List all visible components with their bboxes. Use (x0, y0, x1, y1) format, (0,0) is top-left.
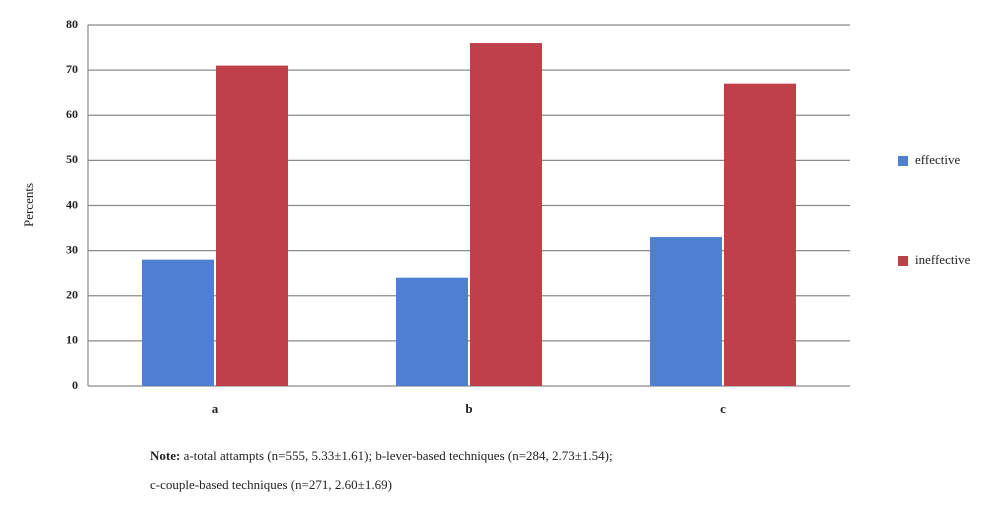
y-tick-label: 70 (66, 62, 78, 76)
y-tick-label: 0 (72, 378, 78, 392)
legend-label: ineffective (915, 252, 971, 267)
legend-swatch (898, 256, 908, 266)
y-tick-label: 10 (66, 333, 78, 347)
y-tick-label: 30 (66, 242, 78, 256)
note-text: a-total attampts (n=555, 5.33±1.61); b-l… (184, 448, 613, 463)
x-tick-label: c (720, 401, 726, 416)
x-tick-label: b (465, 401, 472, 416)
bar (216, 65, 288, 387)
y-tick-label: 80 (66, 17, 78, 31)
note: Note: a-total attampts (n=555, 5.33±1.61… (150, 448, 613, 463)
note: c-couple-based techniques (n=271, 2.60±1… (150, 477, 392, 492)
y-tick-label: 20 (66, 288, 78, 302)
y-tick-label: 60 (66, 107, 78, 121)
bar (396, 277, 468, 386)
bar (724, 83, 796, 386)
bar (470, 43, 542, 387)
y-axis-label: Percents (21, 183, 36, 227)
bar (142, 259, 214, 386)
y-tick-label: 40 (66, 197, 78, 211)
x-tick-label: a (212, 401, 219, 416)
bar (650, 237, 722, 386)
note-label: Note: (150, 448, 180, 463)
legend-swatch (898, 156, 908, 166)
legend-label: effective (915, 152, 960, 167)
y-tick-label: 50 (66, 152, 78, 166)
